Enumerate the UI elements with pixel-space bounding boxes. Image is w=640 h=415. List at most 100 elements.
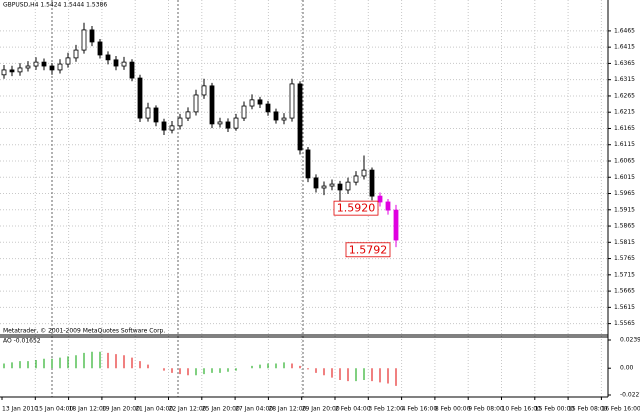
candle-body <box>353 175 359 183</box>
candle-body <box>241 105 247 119</box>
x-tick-label: 28 Jan 12:00 <box>268 406 306 413</box>
x-tick-label: 18 Jan 12:00 <box>69 406 107 413</box>
x-tick-label: 22 Jan 12:00 <box>169 406 207 413</box>
candle-body <box>1 69 7 76</box>
candle-body <box>297 83 303 151</box>
indicator-y-tick-label: -0.02273 <box>620 392 640 399</box>
candle-body <box>121 61 127 67</box>
candle-body <box>177 117 183 127</box>
candle-body <box>233 117 239 129</box>
y-tick-label: 1.5565 <box>614 320 635 327</box>
y-tick-label: 1.6365 <box>614 60 635 67</box>
x-tick-label: 29 Jan 20:00 <box>302 406 340 413</box>
x-tick-label: 25 Jan 20:00 <box>202 406 240 413</box>
candle-body <box>193 94 199 113</box>
y-tick-label: 1.6065 <box>614 157 635 164</box>
y-tick-label: 1.6465 <box>614 27 635 34</box>
candle-body <box>273 111 279 121</box>
y-tick-label: 1.6215 <box>614 109 635 116</box>
x-tick-label: 4 Feb 16:00 <box>402 406 438 413</box>
x-tick-label: 19 Jan 20:00 <box>102 406 140 413</box>
candle-body <box>161 121 167 131</box>
price-label: 1.5920 <box>337 202 376 215</box>
plot: 1.5920 1.5792 <box>1 22 399 386</box>
candle-body <box>25 65 31 69</box>
candle-body <box>393 209 399 241</box>
candle-body <box>169 125 175 131</box>
x-tick-label: 27 Jan 04:00 <box>235 406 273 413</box>
candle-body <box>217 121 223 125</box>
y-tick-label: 1.6115 <box>614 141 635 148</box>
candle-body <box>201 85 207 96</box>
y-tick-label: 1.5615 <box>614 304 635 311</box>
candle-body <box>89 29 95 43</box>
candle-body <box>305 149 311 179</box>
footer: Metatrader, © 2001-2009 MetaQuotes Softw… <box>3 328 165 335</box>
candle-body <box>209 85 215 125</box>
candle-body <box>257 99 263 105</box>
x-tick-label: 9 Feb 08:00 <box>468 406 504 413</box>
y-tick-label: 1.6015 <box>614 174 635 181</box>
candle-body <box>385 201 391 211</box>
candle-body <box>281 117 287 121</box>
candle-body <box>57 63 63 71</box>
candle-body <box>249 99 255 107</box>
candle-body <box>313 177 319 189</box>
candle-body <box>329 183 335 187</box>
candle-body <box>65 57 71 65</box>
candle-body <box>33 61 39 67</box>
y-tick-label: 1.6265 <box>614 92 635 99</box>
chart-title: GBPUSD,H4 1.5424 1.5444 1.5386 <box>3 2 107 9</box>
candle-body <box>153 107 159 123</box>
y-tick-label: 1.5765 <box>614 255 635 262</box>
candle-body <box>81 29 87 51</box>
candle-body <box>185 111 191 119</box>
candle-body <box>337 183 343 191</box>
indicator-y-tick-label: 0.00 <box>620 365 634 372</box>
price-label: 1.5792 <box>349 243 388 256</box>
grid <box>0 0 608 397</box>
candle-body <box>105 54 111 61</box>
x-tick-label: 2 Feb 04:00 <box>335 406 371 413</box>
candle-body <box>9 69 15 73</box>
candle-body <box>49 65 55 71</box>
x-tick-label: 15 Jan 04:00 <box>35 406 73 413</box>
candle-body <box>225 121 231 129</box>
x-tick-label: 10 Feb 16:00 <box>502 406 542 413</box>
indicator-title: AO -0.01652 <box>3 338 41 345</box>
y-tick-label: 1.5965 <box>614 190 635 197</box>
x-tick-label: 21 Jan 04:00 <box>135 406 173 413</box>
candle-body <box>321 185 327 189</box>
candle-body <box>113 59 119 67</box>
x-tick-label: 15 Feb 00:00 <box>535 406 575 413</box>
y-tick-label: 1.5715 <box>614 271 635 278</box>
candle-body <box>345 181 351 191</box>
candle-body <box>41 61 47 67</box>
candle-body <box>369 169 375 197</box>
indicator-y-tick-label: 0.023935 <box>620 337 640 344</box>
candle-body <box>73 49 79 59</box>
candle-body <box>289 83 295 119</box>
y-tick-label: 1.5665 <box>614 288 635 295</box>
price-label-box <box>333 200 379 216</box>
candle-body <box>145 107 151 119</box>
y-tick-label: 1.5865 <box>614 223 635 230</box>
candle-body <box>129 61 135 79</box>
x-tick-label: 15 Feb 08:00 <box>568 406 608 413</box>
candle-body <box>377 195 383 203</box>
x-tick-label: 3 Feb 12:00 <box>368 406 404 413</box>
y-tick-label: 1.6315 <box>614 76 635 83</box>
y-tick-label: 1.6415 <box>614 44 635 51</box>
candle-body <box>137 77 143 119</box>
candle-body <box>265 103 271 113</box>
x-tick-label: 8 Feb 00:00 <box>435 406 471 413</box>
y-tick-label: 1.5815 <box>614 239 635 246</box>
y-tick-label: 1.5915 <box>614 206 635 213</box>
price-label-box <box>345 242 391 258</box>
candle-body <box>17 67 23 73</box>
x-tick-label: 13 Jan 2010 <box>2 406 38 413</box>
candle-body <box>97 41 103 56</box>
y-tick-label: 1.6165 <box>614 125 635 132</box>
